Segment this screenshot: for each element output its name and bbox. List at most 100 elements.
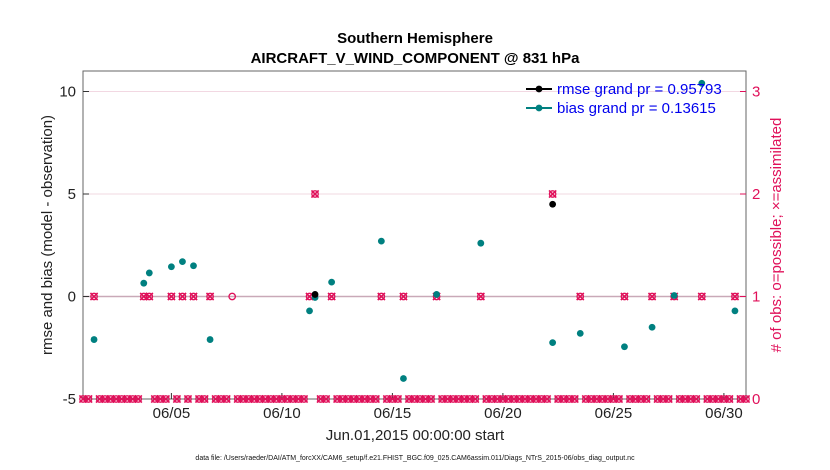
obs-possible-point: [244, 395, 253, 403]
obs-assimilated-point: [576, 292, 585, 301]
obs-possible-point: [416, 395, 424, 403]
footnote: data file: /Users/raeder/DAI/ATM_forcXX/…: [195, 455, 635, 462]
bias-point: [377, 237, 385, 245]
obs-possible-point: [311, 190, 319, 198]
bias-point: [549, 339, 557, 347]
bias-point: [576, 330, 584, 337]
chart-title: Southern Hemisphere: [337, 30, 493, 47]
x-tick-label: 06/05: [153, 405, 191, 422]
obs-assimilated-point: [542, 394, 552, 404]
x-tick-label: 06/25: [595, 405, 633, 422]
bias-point: [731, 307, 739, 315]
obs-assimilated-point: [614, 394, 624, 404]
obs-possible-point: [476, 292, 485, 301]
obs-possible-point: [510, 395, 518, 403]
obs-possible-point: [659, 395, 667, 403]
obs-possible-point: [173, 395, 181, 403]
obs-assimilated-point: [178, 292, 187, 301]
y-right-tick-label: 2: [752, 186, 760, 203]
obs-possible-point: [410, 395, 419, 403]
obs-possible-point: [327, 292, 336, 301]
obs-possible-point: [548, 190, 557, 198]
bias-point: [698, 79, 706, 87]
obs-assimilated-point: [371, 394, 380, 404]
obs-possible-point: [117, 395, 126, 403]
obs-assimilated-point: [399, 292, 408, 301]
obs-possible-point: [128, 395, 137, 403]
obs-possible-point: [692, 395, 701, 403]
obs-assimilated-point: [327, 292, 336, 301]
obs-possible-point: [145, 292, 154, 301]
obs-possible-point: [703, 395, 712, 403]
obs-possible-point: [465, 395, 474, 403]
obs-possible-point: [720, 395, 728, 403]
obs-possible-point: [664, 395, 673, 403]
obs-assimilated-point: [570, 394, 579, 404]
obs-possible-point: [460, 395, 469, 403]
obs-possible-point: [526, 395, 535, 403]
obs-possible-point: [543, 395, 551, 403]
obs-possible-point: [139, 292, 148, 301]
y-tick-label: 10: [59, 84, 76, 101]
obs-assimilated-point: [741, 394, 751, 404]
obs-assimilated-point: [321, 394, 331, 404]
obs-assimilated-point: [642, 394, 651, 404]
obs-assimilated-point: [471, 394, 480, 404]
bias-point: [648, 323, 656, 331]
obs-possible-point: [449, 395, 458, 403]
obs-possible-point: [598, 395, 607, 403]
obs-possible-point: [371, 395, 380, 403]
obs-possible-point: [134, 395, 143, 403]
x-axis-label: Jun.01,2015 00:00:00 start: [326, 427, 505, 444]
obs-possible-point: [631, 395, 640, 403]
legend-rmse-label: rmse grand pr = 0.95793: [557, 81, 722, 98]
obs-possible-point: [570, 395, 579, 403]
obs-possible-point: [90, 292, 98, 301]
obs-assimilated-point: [697, 292, 706, 301]
obs-possible-point: [95, 395, 104, 403]
legend-bias-marker: [535, 104, 543, 112]
y-right-tick-label: 3: [752, 84, 760, 101]
obs-assimilated-point: [89, 292, 99, 301]
obs-possible-point: [681, 395, 690, 403]
obs-assimilated-point: [393, 394, 403, 404]
y-tick-label: 0: [68, 289, 76, 306]
x-tick-label: 06/15: [374, 405, 412, 422]
obs-possible-point: [725, 395, 734, 403]
obs-assimilated-point: [172, 394, 182, 404]
y-axis-label: rmse and bias (model - observation): [39, 115, 56, 355]
obs-possible-point: [438, 395, 446, 403]
obs-assimilated-point: [205, 292, 215, 301]
obs-possible-point: [626, 395, 634, 403]
obs-possible-point: [344, 395, 353, 403]
bias-point: [433, 291, 440, 298]
obs-possible-point: [487, 395, 496, 403]
obs-possible-point: [653, 395, 662, 403]
obs-assimilated-point: [299, 394, 309, 404]
obs-possible-point: [255, 395, 264, 403]
obs-possible-point: [178, 292, 187, 301]
obs-assimilated-point: [548, 189, 557, 199]
obs-possible-point: [559, 395, 568, 403]
obs-assimilated-point: [426, 394, 436, 404]
obs-possible-point: [200, 395, 209, 403]
bias-point: [168, 263, 175, 271]
obs-possible-point: [515, 395, 524, 403]
obs-possible-point: [388, 395, 397, 403]
obs-possible-point: [587, 395, 596, 403]
obs-assimilated-point: [222, 394, 231, 404]
y-right-tick-label: 1: [752, 289, 760, 306]
y-tick-label: 5: [68, 186, 76, 203]
obs-possible-point: [537, 395, 546, 403]
obs-possible-point: [272, 395, 281, 403]
obs-possible-point: [360, 395, 369, 403]
obs-possible-point: [731, 292, 739, 301]
plot-frame: [82, 70, 747, 400]
obs-possible-point: [266, 395, 275, 403]
obs-possible-point: [355, 395, 364, 403]
x-tick-label: 06/30: [705, 405, 743, 422]
bias-point: [306, 307, 313, 315]
obs-possible-point: [736, 395, 745, 403]
obs-assimilated-point: [725, 394, 734, 404]
